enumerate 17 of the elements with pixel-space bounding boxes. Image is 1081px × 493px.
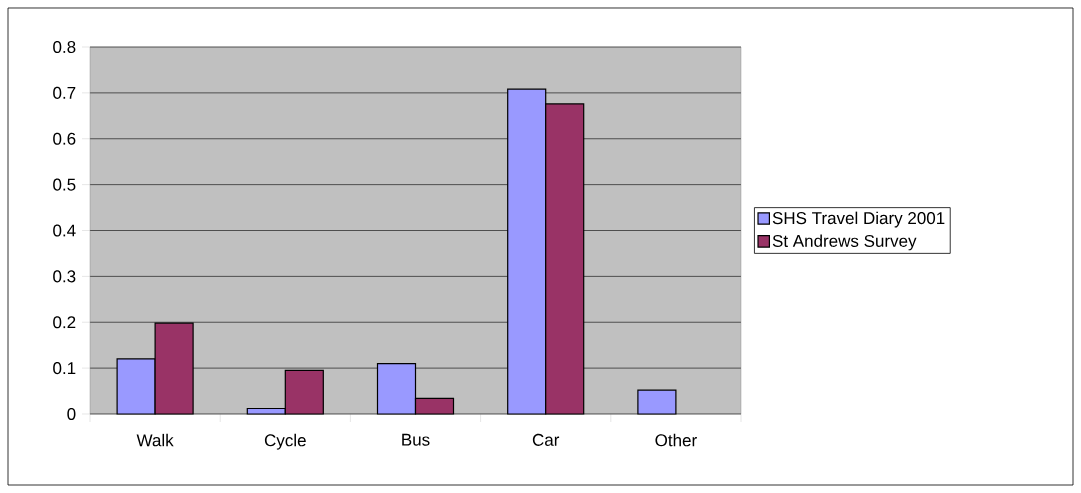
- y-tick-label: 0.6: [53, 132, 76, 145]
- y-tick-label: 0: [67, 407, 76, 421]
- x-tick-label: Other: [655, 433, 697, 447]
- x-tick-label: Car: [532, 433, 560, 446]
- x-tick-label: Bus: [402, 433, 430, 446]
- bar: [637, 389, 677, 415]
- y-tick-label: 0.3: [53, 270, 76, 283]
- y-tick-label: 0.8: [53, 40, 76, 54]
- y-tick-label: 0.5: [53, 178, 76, 191]
- y-tick-label: 0.7: [53, 86, 76, 99]
- legend-label: SHS Travel Diary 2001: [772, 211, 945, 228]
- x-tick-label: Walk: [136, 433, 174, 447]
- y-tick-label: 0.1: [53, 362, 76, 375]
- y-tick-label: 0.2: [53, 316, 76, 329]
- y-tick-label: 0.4: [53, 224, 76, 237]
- x-tick-label: Cycle: [264, 433, 306, 450]
- legend-label: St Andrews Survey: [772, 234, 917, 251]
